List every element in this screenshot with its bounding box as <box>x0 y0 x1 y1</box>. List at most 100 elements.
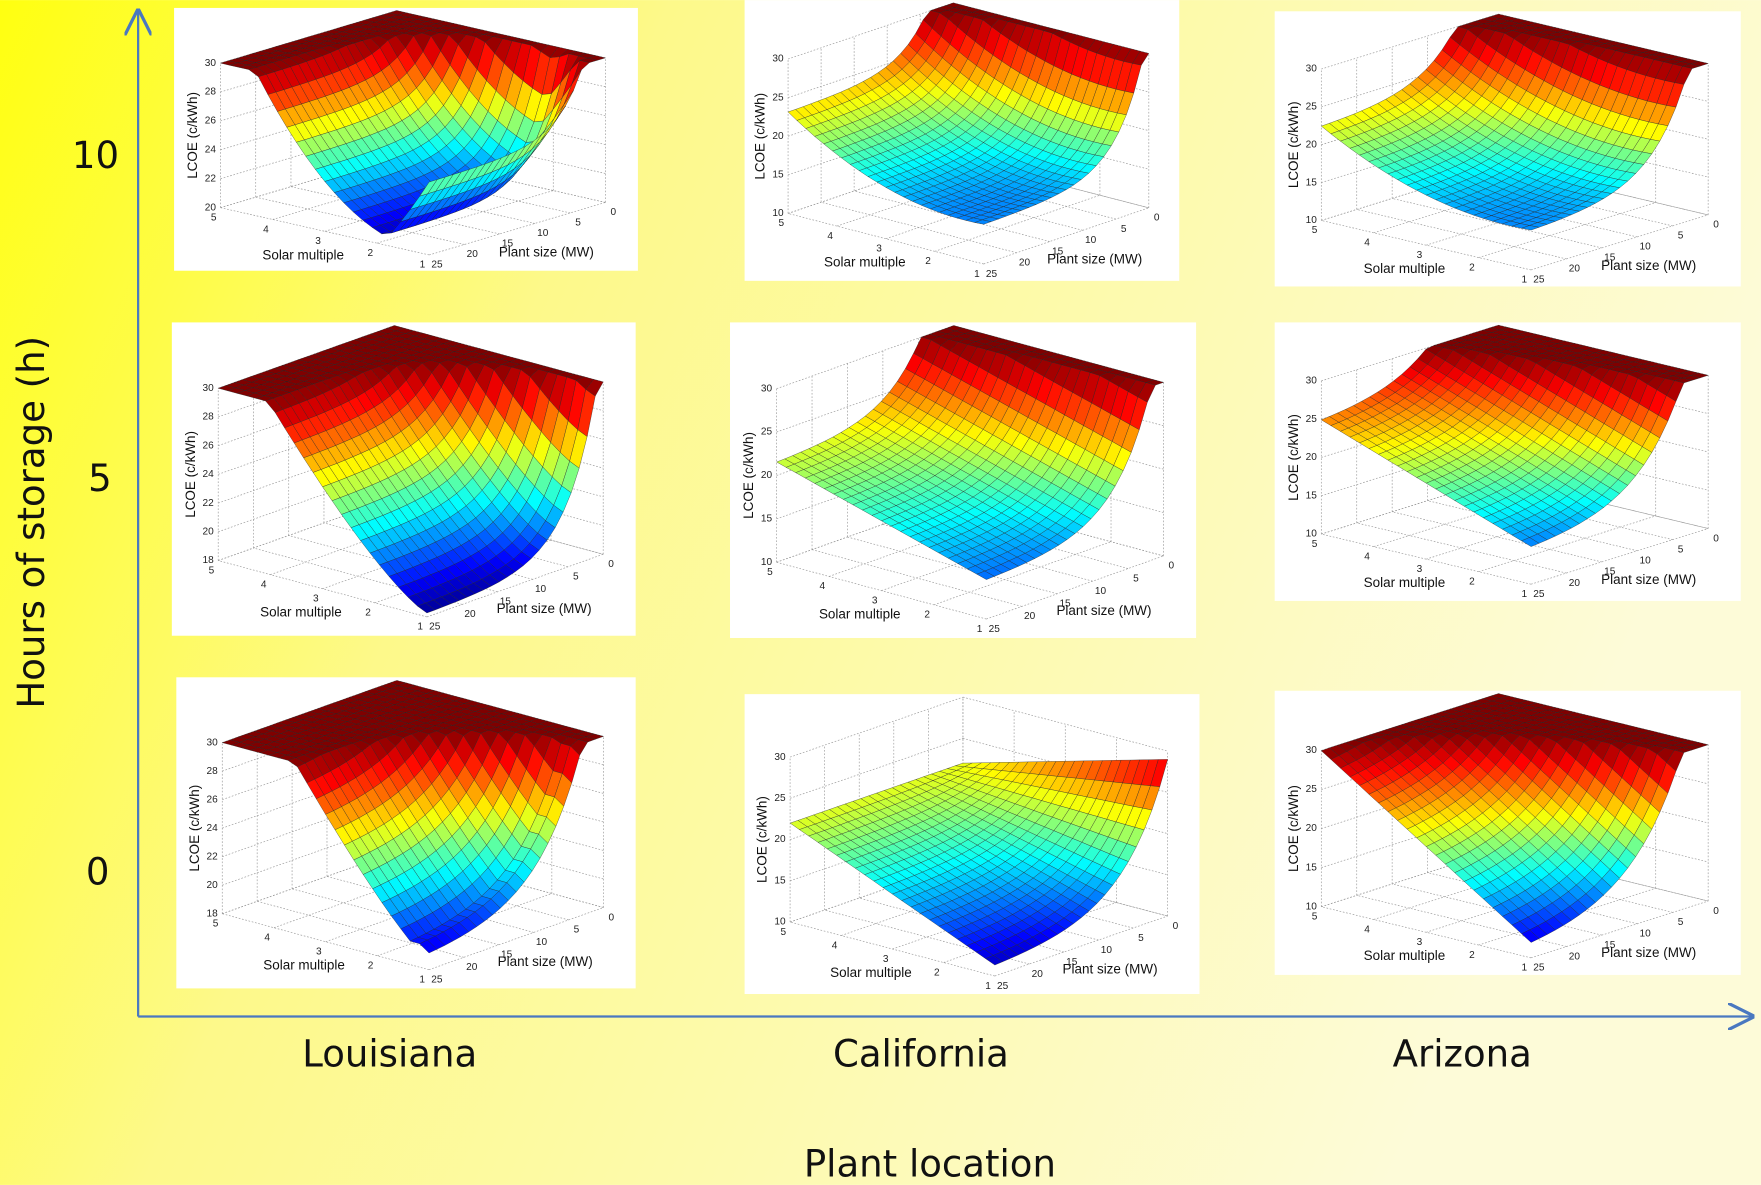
x-tick-label: 4 <box>827 231 833 242</box>
surface-panel: 1015202530543212520151050Solar multipleP… <box>745 694 1200 994</box>
y-tick-label: 25 <box>989 624 1001 635</box>
x-tick-label: 1 <box>1521 963 1527 974</box>
y-tick-label: 20 <box>1569 578 1581 589</box>
x-tick-label: 3 <box>315 236 321 247</box>
x-axis-label: Solar multiple <box>1364 575 1446 590</box>
y-axis-label: Plant size (MW) <box>1047 252 1142 267</box>
z-axis-label: LCOE (c/kWh) <box>183 431 198 518</box>
z-tick-label: 30 <box>1306 745 1318 756</box>
y-axis-title: Hours of storage (h) <box>10 336 53 709</box>
y-tick-label: 0 <box>1713 906 1719 917</box>
x-tick-label: 1 <box>1521 275 1527 286</box>
x-tick-label: 4 <box>832 940 838 951</box>
y-tick-label: 0 <box>608 559 614 570</box>
z-tick-label: 28 <box>207 766 219 777</box>
surface-panel: 1015202530543212520151050Solar multipleP… <box>745 0 1180 281</box>
z-tick-label: 26 <box>205 116 217 127</box>
x-tick-label: 5 <box>1312 911 1318 922</box>
y-tick-label: 0 <box>1169 561 1175 572</box>
column-label: Louisiana <box>302 1032 477 1075</box>
x-tick-label: 1 <box>419 975 425 986</box>
y-axis-label: Plant size (MW) <box>498 954 593 969</box>
column-label: California <box>833 1032 1009 1075</box>
x-tick-label: 2 <box>367 248 373 259</box>
y-axis-label: Plant size (MW) <box>497 601 592 616</box>
z-tick-label: 25 <box>1306 102 1318 113</box>
row-label: 0 <box>86 850 110 893</box>
x-tick-label: 4 <box>263 224 269 235</box>
z-tick-label: 24 <box>202 469 214 480</box>
y-tick-label: 5 <box>573 572 579 583</box>
y-tick-label: 25 <box>1533 589 1545 600</box>
x-axis-label: Solar multiple <box>819 606 901 621</box>
z-tick-label: 22 <box>202 498 214 509</box>
x-tick-label: 3 <box>872 595 878 606</box>
x-tick-label: 1 <box>977 624 983 635</box>
y-tick-label: 5 <box>1678 917 1684 928</box>
z-tick-label: 26 <box>202 440 214 451</box>
y-tick-label: 5 <box>1133 573 1139 584</box>
z-tick-label: 28 <box>202 412 214 423</box>
x-tick-label: 5 <box>213 919 219 930</box>
y-tick-label: 0 <box>610 207 616 218</box>
y-axis-label: Plant size (MW) <box>1056 603 1151 618</box>
x-tick-label: 5 <box>779 218 785 229</box>
x-tick-label: 2 <box>1469 950 1475 961</box>
y-tick-label: 25 <box>429 622 441 633</box>
z-tick-label: 15 <box>774 875 786 886</box>
x-tick-label: 5 <box>211 212 217 223</box>
y-tick-label: 5 <box>1678 544 1684 555</box>
y-tick-label: 20 <box>1569 264 1581 275</box>
y-tick-label: 10 <box>1640 242 1652 253</box>
x-tick-label: 1 <box>420 260 426 271</box>
z-tick-label: 30 <box>772 54 784 65</box>
y-tick-label: 0 <box>1713 533 1719 544</box>
z-tick-label: 25 <box>772 92 784 103</box>
row-label: 5 <box>88 457 112 500</box>
z-axis-label: LCOE (c/kWh) <box>1286 101 1301 188</box>
z-tick-label: 15 <box>761 514 773 525</box>
z-tick-label: 20 <box>1306 452 1318 463</box>
y-tick-label: 10 <box>1085 235 1097 246</box>
x-tick-label: 4 <box>819 581 825 592</box>
x-tick-label: 1 <box>974 269 980 280</box>
x-tick-label: 4 <box>1364 924 1370 935</box>
y-tick-label: 10 <box>1640 556 1652 567</box>
surface-panel: 1015202530543212520151050Solar multipleP… <box>1275 322 1741 601</box>
z-tick-label: 15 <box>1306 862 1318 873</box>
y-tick-label: 10 <box>536 937 548 948</box>
y-tick-label: 20 <box>1024 611 1036 622</box>
x-tick-label: 3 <box>1417 250 1423 261</box>
surface-panel: 202224262830543212520151050Solar multipl… <box>174 8 638 271</box>
x-tick-label: 5 <box>1312 225 1318 236</box>
z-tick-label: 30 <box>202 383 214 394</box>
y-tick-label: 0 <box>1713 220 1719 231</box>
z-tick-label: 26 <box>207 794 219 805</box>
y-tick-label: 25 <box>1533 275 1545 286</box>
x-tick-label: 4 <box>1364 551 1370 562</box>
x-tick-label: 1 <box>417 622 423 633</box>
z-tick-label: 24 <box>205 145 217 156</box>
z-tick-label: 25 <box>774 793 786 804</box>
surface-panel: 18202224262830543212520151050Solar multi… <box>172 322 636 635</box>
y-tick-label: 10 <box>1640 929 1652 940</box>
z-axis-label: LCOE (c/kWh) <box>1286 785 1301 872</box>
row-label: 10 <box>72 134 119 177</box>
x-tick-label: 5 <box>209 565 215 576</box>
z-tick-label: 22 <box>207 851 219 862</box>
z-axis-label: LCOE (c/kWh) <box>755 796 770 883</box>
y-tick-label: 5 <box>574 925 580 936</box>
x-tick-label: 2 <box>368 961 374 972</box>
y-tick-label: 0 <box>609 912 615 923</box>
y-tick-label: 25 <box>997 981 1009 992</box>
x-axis-label: Solar multiple <box>1364 948 1446 963</box>
z-tick-label: 15 <box>1306 177 1318 188</box>
surface-panel: 18202224262830543212520151050Solar multi… <box>176 677 635 988</box>
x-axis-label: Solar multiple <box>830 965 912 980</box>
x-tick-label: 5 <box>1312 539 1318 550</box>
x-tick-label: 3 <box>313 594 319 605</box>
z-axis-label: LCOE (c/kWh) <box>753 93 768 180</box>
x-tick-label: 5 <box>781 927 787 938</box>
y-tick-label: 10 <box>1101 945 1113 956</box>
x-axis-label: Solar multiple <box>263 957 345 972</box>
